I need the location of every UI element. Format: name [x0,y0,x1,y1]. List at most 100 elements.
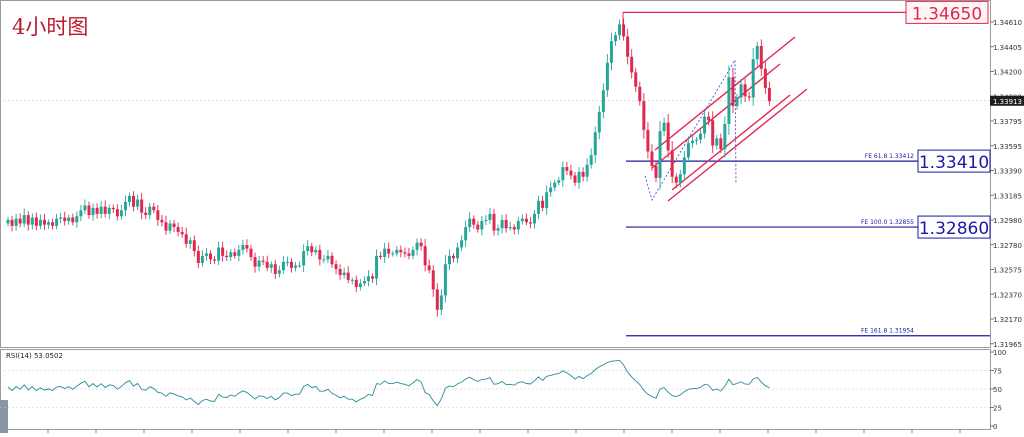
candle-body [411,249,415,256]
candle-body [678,174,682,183]
candle-body [119,210,123,217]
candle-body [249,248,253,258]
candle-body [342,272,346,276]
candle-body [557,180,561,183]
candle-body [403,252,407,254]
candle-body [468,218,472,228]
candle-body [326,255,330,260]
candle-body [561,167,565,181]
candle-body [731,77,735,106]
candle-body [500,219,504,229]
rsi-pane-frame [0,349,991,430]
candle-body [30,217,34,225]
candle-body [528,222,532,224]
candle-body [184,234,188,244]
candle-body [221,247,225,256]
candle-body [520,218,524,222]
candle-body [601,90,605,112]
candle-body [569,170,573,176]
candle-body [241,245,245,250]
candle-body [213,259,217,261]
candle-body [310,246,314,253]
candle-body [290,261,293,268]
candle-body [229,252,233,258]
candle-body [443,264,447,296]
candle-body [476,224,480,230]
fib-level-text: FE 100.0 1.32855 [861,219,914,226]
candle-body [662,122,666,132]
candle-body [695,139,698,141]
candle-body [152,206,156,211]
rsi-tick-label: 0 [993,423,997,431]
candle-body [642,101,646,130]
candle-body [581,171,585,177]
candle-body [128,195,131,202]
candle-body [330,255,334,265]
candle-body [577,171,581,183]
price-tick-label: 1.31965 [993,341,1022,349]
candle-body [630,56,634,73]
resistance-label: 1.34650 [912,4,982,24]
price-tick-label: 1.34405 [993,44,1022,52]
candle-body [456,247,460,259]
candle-body [237,249,241,256]
candle-body [690,140,694,144]
candle-body [200,255,204,264]
candle-body [302,251,306,266]
price-tick-label: 1.33390 [993,168,1022,176]
candle-body [375,255,379,279]
candle-body [51,222,55,226]
candle-body [79,210,83,217]
candle-body [225,255,229,258]
candle-body [75,216,79,223]
candle-body [472,218,476,225]
candle-body [164,222,168,231]
price-tick-label: 1.33185 [993,192,1022,200]
candle-body [699,133,703,140]
candle-body [512,227,516,230]
price-tick-label: 1.32780 [993,242,1022,250]
candle-body [136,199,140,207]
candle-body [638,86,642,102]
fib-level-label-box [917,149,991,173]
candle-body [593,132,597,156]
candle-body [14,218,18,226]
candle-body [306,246,310,252]
candle-body [71,217,75,223]
fib-level-label: 1.32860 [919,219,989,239]
candle-body [767,87,771,102]
candle-body [524,218,528,223]
candle-body [26,215,30,225]
candle-body [727,77,731,124]
candle-body [172,223,176,228]
candle-body [508,227,512,229]
candle-body [350,279,354,281]
candle-body [715,138,719,146]
candle-body [277,270,281,274]
main-pane-frame [0,0,991,348]
candle-body [666,122,670,151]
candle-body [504,219,508,229]
candle-body [646,129,650,152]
candle-body [87,205,91,216]
candle-body [703,116,707,134]
candle-body [6,219,10,224]
candle-body [759,45,763,69]
candle-body [452,255,455,259]
candle-body [435,289,439,310]
candle-body [565,167,569,171]
candle-body [257,260,261,267]
candle-body [399,249,403,253]
candle-body [707,116,711,121]
resistance-label-box [905,0,989,24]
fib-level-text: FE 61.8 1.33412 [865,153,914,160]
candle-body [34,217,38,226]
candle-body [383,248,387,258]
candle-body [281,261,285,271]
candle-body [407,253,411,256]
candle-body [516,221,520,230]
candle-body [763,68,767,88]
candle-body [83,205,87,211]
candle-body [107,207,111,214]
candle-body [735,97,739,106]
